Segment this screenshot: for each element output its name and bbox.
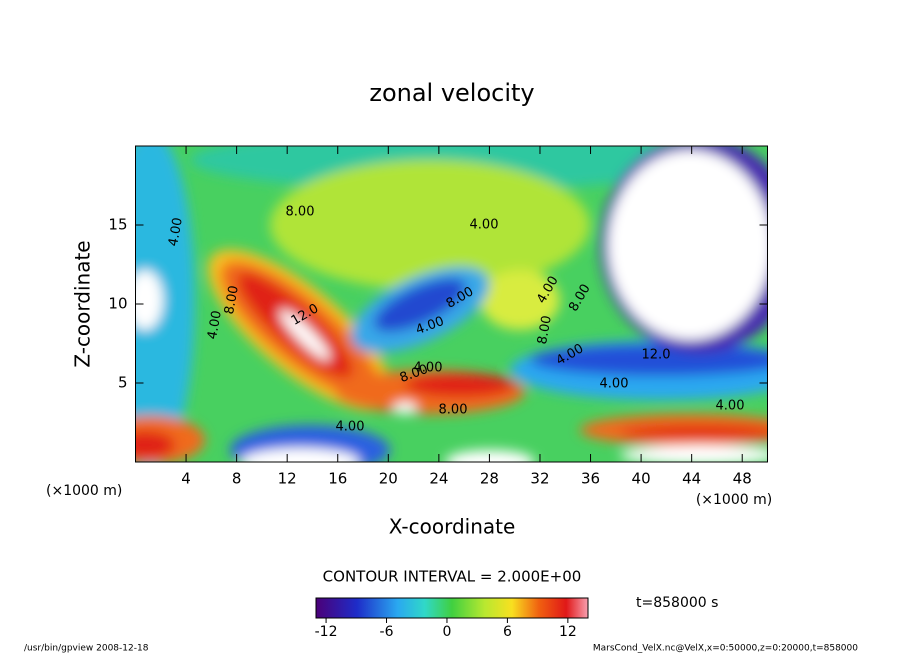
x-tick-label: 16 xyxy=(328,470,347,488)
footer-right: MarsCond_VelX.nc@VelX,x=0:50000,z=0:2000… xyxy=(593,644,858,654)
x-unit-left: (×1000 m) xyxy=(46,483,122,499)
colorbar xyxy=(315,597,589,619)
colorbar-tick-label: -6 xyxy=(380,624,394,640)
contour-field xyxy=(135,146,768,462)
contour-label: 8.00 xyxy=(535,314,555,345)
colorbar-tick-label: -12 xyxy=(315,624,338,640)
x-tick-label: 28 xyxy=(480,470,499,488)
time-label: t=858000 s xyxy=(636,595,718,611)
x-tick-label: 44 xyxy=(682,470,701,488)
contour-label: 4.00 xyxy=(336,420,365,435)
contour-label: 8.00 xyxy=(222,284,242,315)
x-tick-label: 32 xyxy=(530,470,549,488)
x-tick-label: 4 xyxy=(181,470,191,488)
contour-label: 8.00 xyxy=(286,205,315,220)
x-unit-right: (×1000 m) xyxy=(696,492,772,508)
contour-label: 4.00 xyxy=(716,399,745,414)
contour-label: 12.0 xyxy=(642,348,671,363)
contour-interval: CONTOUR INTERVAL = 2.000E+00 xyxy=(323,568,582,586)
contour-label: 4.00 xyxy=(205,309,225,340)
x-tick-label: 40 xyxy=(632,470,651,488)
x-tick-label: 20 xyxy=(379,470,398,488)
x-tick-label: 24 xyxy=(429,470,448,488)
x-tick-label: 36 xyxy=(581,470,600,488)
chart-title: zonal velocity xyxy=(369,79,534,107)
x-tick-label: 48 xyxy=(733,470,752,488)
colorbar-tick-label: 12 xyxy=(559,624,577,640)
footer-left: /usr/bin/gpview 2008-12-18 xyxy=(24,644,149,654)
y-tick-label: 5 xyxy=(118,374,128,392)
y-tick-label: 15 xyxy=(108,216,127,234)
contour-label: 4.00 xyxy=(600,377,629,392)
contour-label: 4.00 xyxy=(470,218,499,233)
colorbar-tick-label: 0 xyxy=(443,624,452,640)
y-axis-label: Z-coordinate xyxy=(71,240,95,367)
colorbar-tick-label: 6 xyxy=(503,624,512,640)
contour-label: 4.00 xyxy=(166,216,186,247)
x-tick-label: 8 xyxy=(232,470,242,488)
contour-label: 4.00 xyxy=(414,361,443,376)
x-axis-label: X-coordinate xyxy=(389,515,516,539)
contour-label: 8.00 xyxy=(439,403,468,418)
y-tick-label: 10 xyxy=(108,295,127,313)
x-tick-label: 12 xyxy=(278,470,297,488)
